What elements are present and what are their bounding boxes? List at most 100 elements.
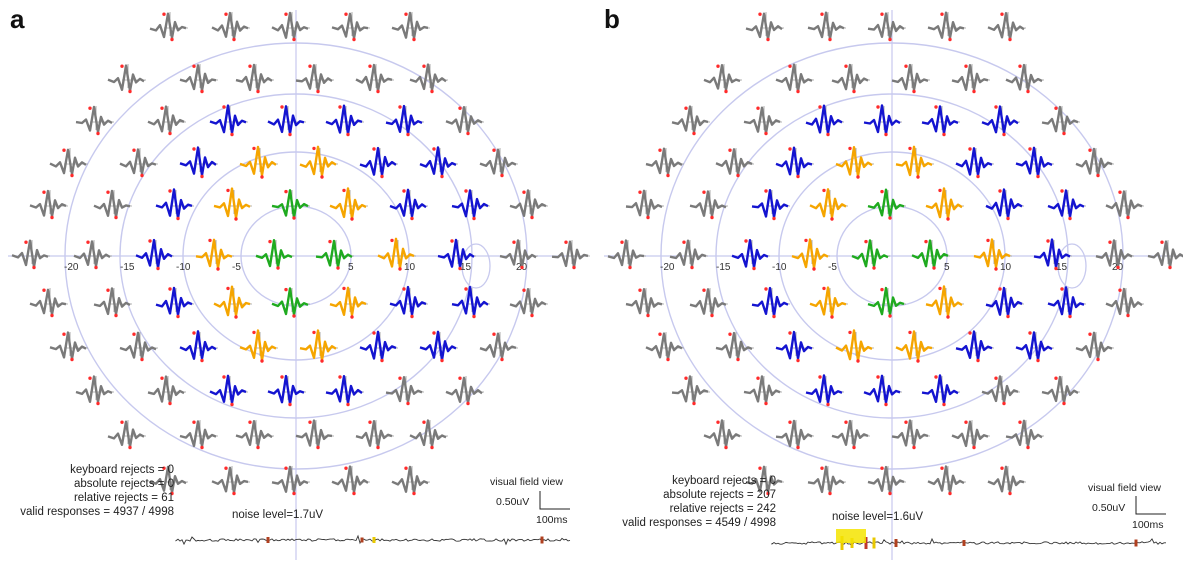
mferg-trace [75,105,114,136]
waveform [329,187,367,220]
waveform [325,104,363,136]
mferg-trace [1033,238,1072,271]
waveform [271,287,309,316]
peak-marker [1036,174,1040,179]
waveform [325,375,363,405]
mferg-trace [451,189,490,221]
waveform [1033,238,1071,269]
peak-marker [1062,131,1066,136]
mferg-trace [299,329,338,363]
peak-marker [224,466,228,470]
peak-marker [120,420,124,424]
peak-marker [658,332,662,336]
waveform [951,420,989,449]
waveform [355,420,393,448]
waveform [731,239,769,269]
peak-marker [192,64,196,68]
peak-marker [756,106,760,110]
waveform [895,330,933,361]
waveform [981,375,1019,404]
peak-marker [710,313,714,318]
mferg-trace [359,330,398,363]
waveform [391,465,429,494]
mferg-trace [775,419,814,450]
mferg-trace [119,331,158,362]
mferg-trace [211,466,250,496]
peak-marker [924,239,928,244]
peak-marker [852,445,856,450]
peak-marker [916,359,920,363]
peak-marker [1028,331,1032,335]
mferg-trace [325,375,364,407]
mferg-trace [235,420,274,450]
peak-marker [572,265,576,270]
waveform [703,419,741,448]
peak-marker [292,216,296,220]
peak-marker [916,175,920,179]
waveform [49,148,87,176]
peak-marker [764,131,768,136]
peak-marker [226,188,230,193]
peak-marker [224,12,228,16]
waveform [409,63,447,92]
waveform [863,104,901,135]
mferg-trace [831,63,870,94]
peak-marker [432,147,436,151]
peak-marker [284,189,288,194]
waveform [1047,189,1085,218]
peak-marker [796,174,800,179]
peak-marker [1168,265,1172,270]
waveform [213,285,251,317]
peak-marker [252,146,256,151]
waveform [331,465,369,494]
eccentricity-tick-label: 15 [460,262,472,273]
peak-marker [876,105,880,109]
peak-marker [856,175,860,179]
peak-marker [404,12,408,16]
peak-marker [888,491,892,496]
waveform [437,238,475,268]
peak-marker [998,189,1002,193]
peak-marker [440,174,444,179]
peak-marker [1000,466,1004,470]
peak-marker [1008,37,1012,42]
mferg-trace [479,332,518,362]
waveform [863,374,901,404]
waveform [329,286,367,317]
peak-marker [826,132,830,137]
peak-marker [410,216,414,221]
peak-marker [646,313,650,318]
mferg-trace [179,330,218,363]
waveform [925,187,963,219]
peak-marker [96,401,100,406]
waveform [745,12,783,40]
waveform [391,11,429,40]
peak-marker [912,89,916,94]
mferg-trace [445,106,484,136]
peak-marker [372,331,376,335]
peak-marker [308,420,312,424]
peak-marker [430,89,434,94]
mferg-trace [49,331,88,362]
peak-marker [284,466,288,470]
waveform [235,63,273,92]
mferg-trace [271,287,310,318]
scale-ms-label: 100ms [1132,519,1164,531]
peak-marker [132,148,136,152]
peak-marker [880,287,884,292]
absolute-rejects: absolute rejects = 0 [73,478,174,490]
peak-marker [338,375,342,379]
waveform [119,148,157,175]
eccentricity-tick-label: -20 [64,262,79,273]
peak-marker [288,402,292,407]
peak-marker [772,314,776,319]
waveform [295,419,333,449]
peak-marker [200,89,204,94]
peak-marker [968,147,972,151]
peak-marker [1068,314,1072,319]
waveform [295,64,333,92]
peak-marker [852,89,856,94]
peak-marker [350,315,354,319]
peak-marker [402,189,406,193]
peak-marker [466,401,470,406]
